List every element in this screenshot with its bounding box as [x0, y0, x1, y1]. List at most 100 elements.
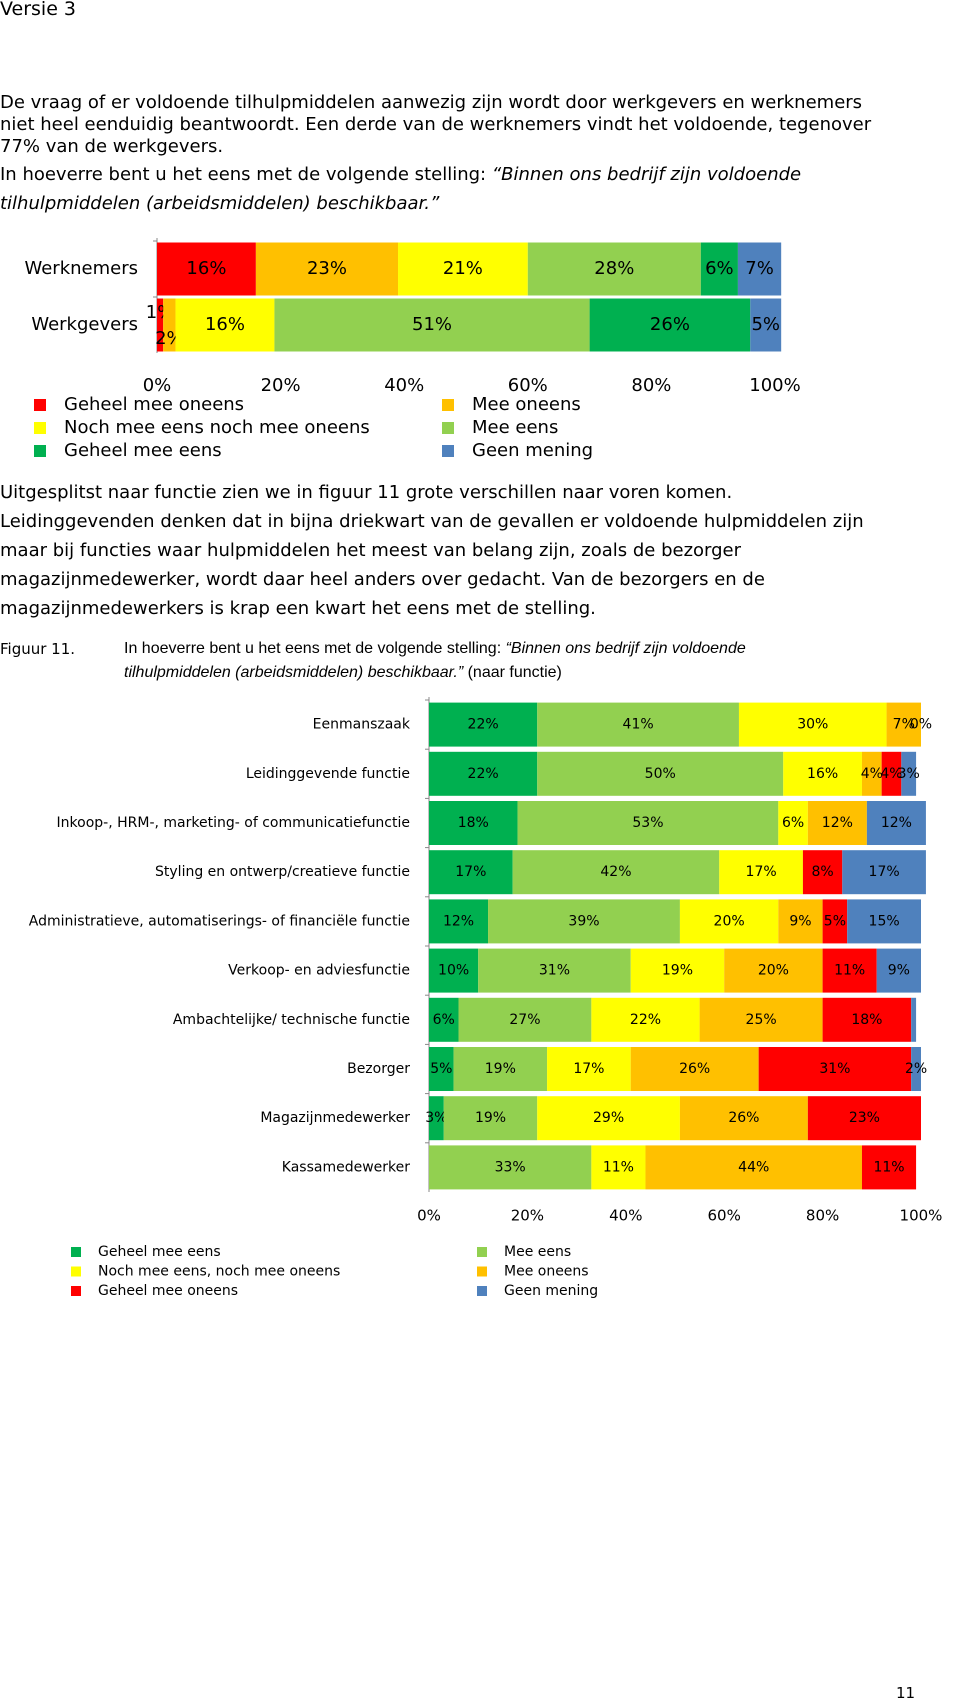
data-label: 26% [728, 1110, 759, 1126]
data-label: 22% [468, 717, 499, 733]
bar-segment [911, 1047, 921, 1091]
bar-segment [547, 1047, 631, 1091]
data-label: 39% [568, 913, 599, 929]
x-tick-label: 40% [384, 375, 424, 396]
question-quote: tilhulpmiddelen (arbeidsmiddelen) beschi… [0, 193, 440, 214]
bar-segment [591, 997, 700, 1042]
data-label: 17% [455, 864, 486, 880]
question-line: In hoeverre bent u het eens met de volge… [0, 164, 801, 185]
data-label: 18% [851, 1012, 882, 1028]
bar-segment [778, 801, 808, 845]
data-label: 3% [425, 1110, 447, 1126]
bar-segment [822, 948, 877, 993]
x-tick-label: 60% [708, 1207, 741, 1225]
caption-quote: tilhulpmiddelen (arbeidsmiddelen) beschi… [124, 664, 464, 681]
data-label: 12% [822, 815, 853, 831]
data-label: 22% [630, 1012, 661, 1028]
bar-segment [157, 298, 164, 352]
data-label: 44% [738, 1159, 769, 1175]
legend-label: Mee eens [504, 1244, 571, 1260]
bar-segment [443, 1096, 538, 1141]
data-label: 19% [485, 1061, 516, 1077]
data-label: 29% [593, 1110, 624, 1126]
category-label: Bezorger [347, 1061, 410, 1077]
data-label: 9% [789, 913, 811, 929]
data-label: 11% [873, 1159, 904, 1175]
category-label: Inkoop-, HRM-, marketing- of communicati… [57, 815, 410, 831]
bar-segment [645, 1145, 862, 1190]
category-label: Verkoop- en adviesfunctie [228, 963, 410, 979]
bar-segment [911, 997, 917, 1042]
category-label: Kassamedewerker [282, 1159, 410, 1175]
caption-suffix: (naar functie) [463, 664, 562, 681]
data-label: 18% [458, 815, 489, 831]
figure-caption: tilhulpmiddelen (arbeidsmiddelen) beschi… [124, 664, 562, 682]
data-label: 4% [861, 766, 883, 782]
category-label: Werknemers [24, 258, 138, 279]
legend-label: Geen mening [472, 440, 593, 461]
legend-swatch [34, 445, 46, 457]
data-label: 17% [746, 864, 777, 880]
paragraph-line: magazijnmedewerkers is krap een kwart he… [0, 598, 596, 619]
bar-segment [842, 850, 926, 895]
legend-label: Noch mee eens noch mee oneens [64, 417, 370, 438]
bar-segment [630, 1047, 759, 1091]
data-label: 5% [824, 913, 846, 929]
legend-label: Mee oneens [504, 1264, 589, 1280]
paragraph-line: magazijnmedewerker, wordt daar heel ande… [0, 569, 765, 590]
data-label: 26% [650, 314, 690, 335]
category-label: Magazijnmedewerker [260, 1110, 410, 1126]
bar-segment [163, 298, 176, 352]
data-label: 5% [751, 314, 780, 335]
bar-segment [778, 899, 823, 944]
bar-segment [807, 801, 867, 845]
caption-quote: “Binnen ons bedrijf zijn voldoende [505, 640, 746, 657]
legend-swatch [442, 422, 454, 434]
category-label: Werkgevers [31, 314, 138, 335]
intro-line: De vraag of er voldoende tilhulpmiddelen… [0, 92, 863, 113]
bar-segment [537, 1096, 680, 1141]
data-label: 20% [714, 913, 745, 929]
paragraph-line: Uitgesplitst naar functie zien we in fig… [0, 482, 733, 503]
x-tick-label: 100% [749, 375, 800, 396]
data-label: 19% [662, 963, 693, 979]
x-tick-label: 0% [417, 1207, 441, 1225]
bar-segment [700, 242, 738, 296]
data-label: 10% [438, 963, 469, 979]
intro-line: 77% van de werkgevers. [0, 136, 224, 157]
bar-segment [453, 1047, 548, 1091]
legend-swatch [477, 1247, 487, 1257]
data-label: 0% [910, 717, 932, 733]
bar-segment [719, 850, 803, 895]
legend-label: Geheel mee oneens [98, 1283, 238, 1299]
page-number: 11 [896, 1684, 916, 1702]
bar-segment [758, 1047, 912, 1091]
bar-segment [512, 850, 720, 895]
data-label: 28% [594, 258, 634, 279]
bar-segment [679, 899, 779, 944]
data-label: 51% [412, 314, 452, 335]
legend-swatch [34, 399, 46, 411]
bar-segment [847, 899, 921, 944]
legend-swatch [442, 399, 454, 411]
bar-segment [783, 751, 862, 796]
bar-segment [429, 850, 513, 895]
legend-label: Mee oneens [472, 394, 581, 415]
data-label: 7% [893, 717, 915, 733]
legend-label: Geheel mee oneens [64, 394, 244, 415]
data-label: 11% [603, 1159, 634, 1175]
data-label: 6% [705, 258, 734, 279]
bar-segment [699, 997, 823, 1042]
bar-segment [488, 899, 680, 944]
bar-segment [274, 298, 590, 352]
bar-segment [886, 702, 921, 747]
category-label: Styling en ontwerp/creatieve functie [155, 864, 410, 880]
data-label: 2% [905, 1061, 927, 1077]
bar-segment [807, 1096, 921, 1141]
data-label: 8% [811, 864, 833, 880]
bar-segment [876, 948, 921, 993]
question-text: In hoeverre bent u het eens met de volge… [0, 164, 492, 185]
data-label: 17% [869, 864, 900, 880]
data-label: 25% [746, 1012, 777, 1028]
bar-segment [738, 702, 887, 747]
